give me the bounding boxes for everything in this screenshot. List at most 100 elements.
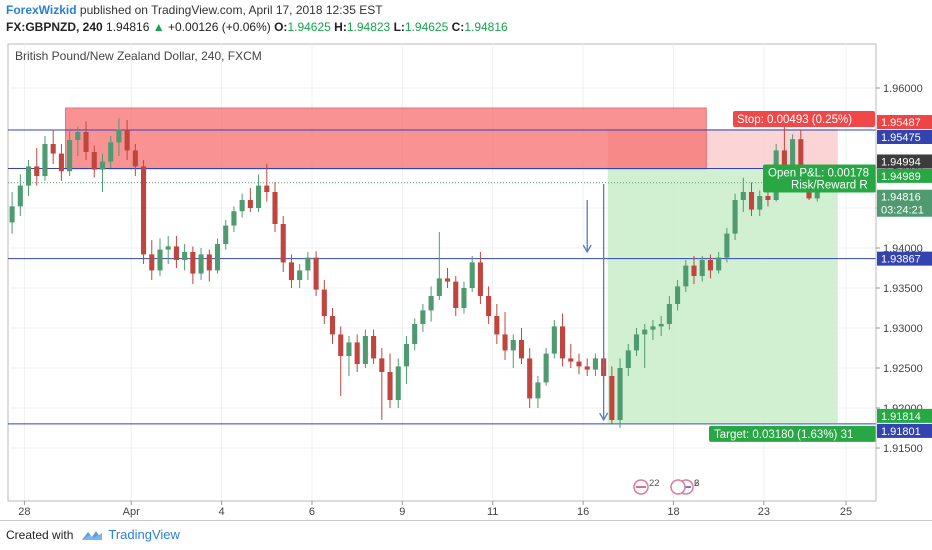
tradingview-brand[interactable]: TradingView (81, 527, 180, 542)
event-flag-icon (670, 479, 686, 495)
candle-body (280, 224, 286, 263)
candle-body (182, 252, 188, 260)
up-triangle-icon: ▲ (152, 20, 165, 34)
candle-body (699, 260, 705, 276)
candle-body (568, 358, 574, 362)
candle-body (584, 366, 590, 370)
candle-body (157, 249, 163, 271)
candle-body (9, 206, 15, 223)
candle-body (50, 144, 56, 154)
candle-body (141, 166, 147, 255)
price-tag-label: 1.95475 (881, 132, 921, 144)
candle-body (190, 252, 196, 274)
time-tick-label: 9 (399, 506, 405, 518)
candle-body (790, 139, 796, 175)
candle-body (124, 129, 130, 151)
candle-body (58, 153, 64, 172)
candle-body (288, 262, 294, 280)
ohlc-header: FX:GBPNZD, 240 1.94816 ▲ +0.00126 (+0.06… (6, 20, 508, 34)
price-tag (877, 423, 932, 438)
price-tick-label: 1.91500 (883, 443, 923, 455)
arrow-head (599, 412, 609, 422)
price-tag-label: 1.91801 (881, 426, 921, 438)
footer: Created with TradingView (6, 527, 180, 542)
price-tag-label: 1.94994 (881, 156, 921, 168)
candle-body (206, 254, 212, 271)
time-tick-label: 11 (487, 506, 498, 518)
candle-body (403, 344, 410, 367)
candle-body (329, 316, 336, 335)
created-with-label: Created with (6, 527, 74, 542)
author-link[interactable]: ForexWizkid (6, 3, 77, 17)
time-tick-label: 6 (309, 506, 315, 518)
high-label: H: (334, 20, 347, 34)
candle-body (436, 278, 442, 296)
candle-body (264, 185, 270, 192)
candle-body (198, 254, 204, 274)
last-price: 1.94816 (106, 20, 150, 34)
candle-body (486, 296, 492, 316)
price-tag-label: 1.93867 (881, 254, 921, 266)
candle-body (83, 132, 89, 152)
candle-body (354, 342, 360, 364)
candle-body (91, 152, 97, 170)
price-tag (877, 154, 932, 169)
price-tick-label: 1.96000 (883, 83, 923, 95)
candle-body (633, 334, 640, 351)
candle-body (297, 270, 303, 280)
candle-body (806, 188, 812, 199)
candle-body (313, 257, 319, 290)
candle-body (231, 211, 237, 226)
tradingview-logo-icon (82, 530, 103, 540)
candle-body (453, 281, 459, 308)
high-value: 1.94823 (346, 20, 391, 34)
candle-body (99, 161, 106, 170)
arrow-head (582, 244, 592, 254)
footer-divider (0, 520, 932, 521)
supply-zone (65, 107, 707, 170)
candle-body (272, 192, 278, 224)
candle-body (461, 288, 467, 308)
stop-label-box (733, 111, 875, 128)
time-tick-label: 28 (18, 506, 30, 518)
candle-body (42, 144, 48, 176)
price-tag (877, 408, 932, 423)
candle-body (494, 316, 500, 335)
candle-body (642, 329, 648, 335)
symbol-label: FX:GBPNZD, 240 (6, 20, 103, 34)
candle-body (650, 326, 656, 330)
candle-body (214, 244, 221, 271)
candle-body (757, 196, 763, 210)
time-tick-label: 4 (219, 506, 225, 518)
candle-body (116, 129, 122, 143)
chart-canvas[interactable]: Stop: 0.00493 (0.25%) Open P&L: 0.00178Ri… (0, 36, 932, 520)
candle-body (691, 265, 697, 276)
countdown-label: 03:24:21 (881, 205, 924, 217)
time-tick-label: 23 (758, 506, 770, 518)
chart-title: British Pound/New Zealand Dollar, 240, F… (15, 49, 262, 63)
candle-body (781, 150, 787, 175)
candle-body (748, 192, 755, 210)
time-tick-label: Apr (123, 506, 140, 518)
change-value: +0.00126 (+0.06%) (168, 20, 271, 34)
price-tag-label: 1.95487 (881, 117, 921, 129)
candle-body (592, 358, 598, 370)
candle-body (675, 286, 681, 304)
candle-body (17, 185, 23, 207)
price-tag (877, 168, 932, 183)
published-text: published on TradingView.com, April 17, … (79, 3, 383, 17)
candle-body (256, 185, 262, 208)
candle-body (576, 361, 582, 367)
event-count: 2 (694, 478, 699, 489)
candle-body (724, 233, 730, 258)
close-value: 1.94816 (464, 20, 508, 34)
candle-body (444, 278, 451, 282)
candle-body (387, 372, 393, 400)
time-tick-label: 18 (667, 506, 679, 518)
price-tag (877, 189, 932, 204)
candle-body (34, 166, 40, 176)
price-tag (877, 130, 932, 144)
time-tick-label: 25 (840, 506, 852, 518)
candle-body (165, 246, 171, 250)
price-tag (877, 251, 932, 266)
